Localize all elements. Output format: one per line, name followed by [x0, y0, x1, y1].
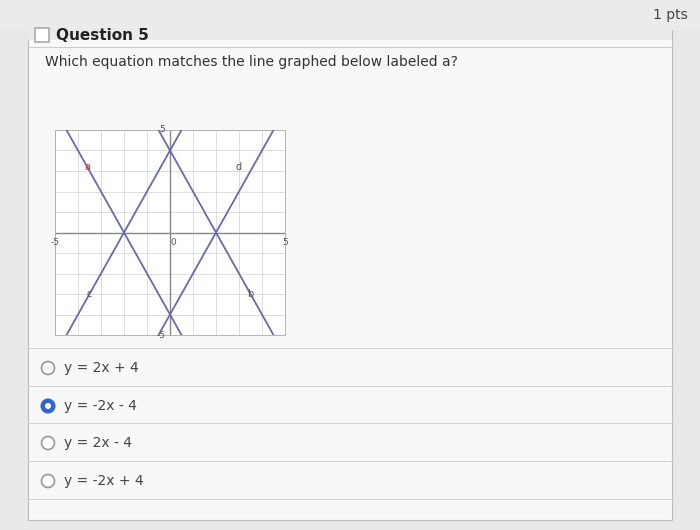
Text: y = 2x - 4: y = 2x - 4 — [64, 436, 132, 450]
Circle shape — [41, 400, 55, 412]
Circle shape — [41, 437, 55, 449]
Text: a: a — [84, 162, 90, 172]
Text: y = 2x + 4: y = 2x + 4 — [64, 361, 139, 375]
Text: -5: -5 — [156, 331, 165, 340]
Text: c: c — [87, 289, 92, 299]
Text: Question 5: Question 5 — [56, 28, 149, 42]
Text: d: d — [236, 162, 242, 172]
Text: -5: -5 — [50, 237, 60, 246]
Text: 0: 0 — [171, 237, 176, 246]
Text: 1 pts: 1 pts — [653, 8, 688, 22]
Bar — [28, 30, 672, 40]
Circle shape — [45, 403, 51, 409]
Circle shape — [41, 474, 55, 488]
Circle shape — [41, 361, 55, 375]
Text: b: b — [247, 289, 253, 299]
Text: Which equation matches the line graphed below labeled a?: Which equation matches the line graphed … — [45, 55, 458, 69]
Bar — [35, 28, 49, 42]
Text: 5: 5 — [160, 126, 165, 135]
Text: y = -2x - 4: y = -2x - 4 — [64, 399, 137, 413]
Text: 5: 5 — [282, 237, 288, 246]
Bar — [0, 0, 700, 30]
Text: y = -2x + 4: y = -2x + 4 — [64, 474, 144, 488]
